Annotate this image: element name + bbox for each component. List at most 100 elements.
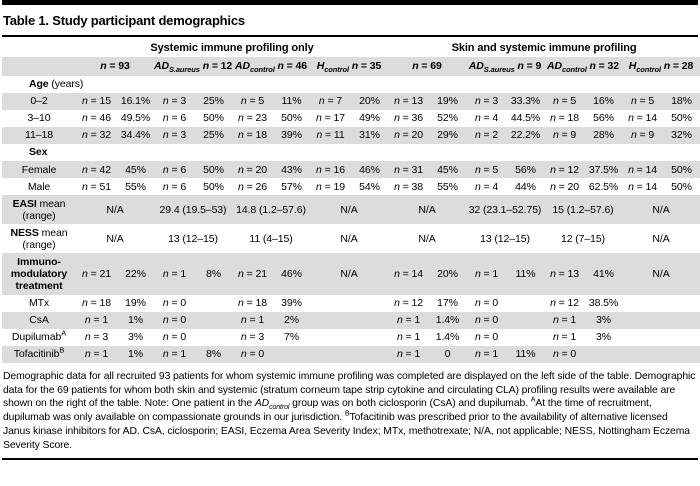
table-row: TofacitinibB n = 1 1% n = 1 8% n = 0 n = 1 0 n =… <box>2 345 700 363</box>
title-rule <box>2 35 698 37</box>
column-header: n = 69 <box>412 60 442 73</box>
table-body: Age (years) 0–2 n = 15 16.1% n = 3 25% n = 5 11… <box>2 76 700 363</box>
cell: n = 12 <box>394 297 423 310</box>
cell: 46% <box>359 163 380 176</box>
cell: 45% <box>437 163 458 176</box>
cell: n = 0 <box>474 297 499 310</box>
cell: n = 23 <box>238 112 267 125</box>
table-title: Table 1. Study participant demographics <box>3 13 245 28</box>
cell: n = 51 <box>82 180 111 193</box>
cell: n = 1 <box>474 267 499 280</box>
cell: 38.5% <box>588 297 619 310</box>
column-header: ADcontrol n = 46 <box>235 60 307 75</box>
cell: 50% <box>281 112 302 125</box>
cell: n = 7 <box>318 95 343 108</box>
cell: N/A <box>652 267 670 280</box>
cell: 45% <box>125 163 146 176</box>
cell: 52% <box>437 112 458 125</box>
row-label: MTx <box>28 297 50 310</box>
cell: n = 20 <box>238 163 267 176</box>
cell: n = 3 <box>84 331 109 344</box>
cell: 46% <box>281 267 302 280</box>
row-label: NESS mean (range) <box>10 226 68 251</box>
cell: n = 1 <box>552 314 577 327</box>
cell: N/A <box>652 232 670 245</box>
cell: n = 1 <box>162 348 187 361</box>
cell: N/A <box>652 203 670 216</box>
cell: n = 0 <box>552 348 577 361</box>
cell: 14.8 (1.2–57.6) <box>236 203 306 216</box>
table-row: EASI mean (range) N/A 29.4 (19.5–53) 14.8 (… <box>2 195 700 225</box>
column-header: Hcontrol n = 28 <box>628 60 694 75</box>
cell: n = 5 <box>552 95 577 108</box>
cell: 17% <box>437 297 458 310</box>
table-row: DupilumabA n = 3 3% n = 0 n = 3 7% n = 1 1.4% n … <box>2 329 700 346</box>
table-row: Immuno-modulatory treatment n = 21 22% n = … <box>2 253 700 295</box>
cell: n = 0 <box>240 348 265 361</box>
cell: n = 42 <box>82 163 111 176</box>
cell: n = 15 <box>82 95 111 108</box>
cell: N/A <box>106 203 124 216</box>
cell: 50% <box>671 163 692 176</box>
row-label: Sex <box>29 146 48 159</box>
row-label: Male <box>27 180 51 193</box>
cell: n = 1 <box>162 267 187 280</box>
cell: 15 (1.2–57.6) <box>552 203 614 216</box>
cell: n = 13 <box>394 95 423 108</box>
cell: n = 5 <box>240 95 265 108</box>
cell: N/A <box>340 267 358 280</box>
cell: n = 11 <box>316 129 345 142</box>
cell <box>507 295 544 312</box>
cell: n = 18 <box>238 297 267 310</box>
cell: 56% <box>515 163 536 176</box>
row-label: Age (years) <box>29 78 84 91</box>
cell <box>195 312 232 329</box>
cell <box>310 346 388 363</box>
cell: n = 16 <box>316 163 345 176</box>
cell: 50% <box>203 163 224 176</box>
cell <box>310 312 388 329</box>
cell: n = 0 <box>162 314 187 327</box>
cell: n = 3 <box>162 95 187 108</box>
cell: 11% <box>515 348 536 361</box>
cell: 44.5% <box>510 112 541 125</box>
cell <box>310 329 388 346</box>
table-row: NESS mean (range) N/A 13 (12–15) 11 (4–15) N… <box>2 224 700 253</box>
top-rule <box>2 0 698 5</box>
table-row: Male n = 51 55% n = 6 50% n = 26 57% n = 19 54% n… <box>2 178 700 195</box>
table-row: MTx n = 18 19% n = 0 n = 18 39% n = 12 17% n = 0… <box>2 295 700 312</box>
footnote-sup: A <box>530 396 536 404</box>
cell <box>507 312 544 329</box>
cell: 1% <box>128 314 143 327</box>
cell: N/A <box>418 203 436 216</box>
cell: 19% <box>437 95 458 108</box>
cell: n = 14 <box>394 267 423 280</box>
cell: 2% <box>284 314 299 327</box>
column-header-row: n = 93 ADS.aureus n = 12 ADcontrol n = 46 H… <box>2 56 700 76</box>
cell: 33.3% <box>510 95 541 108</box>
cell: n = 5 <box>474 163 499 176</box>
cell: 12 (7–15) <box>560 232 606 245</box>
cell: N/A <box>106 232 124 245</box>
cell: 37.5% <box>588 163 619 176</box>
cell: N/A <box>340 232 358 245</box>
cell: 20% <box>359 95 380 108</box>
cell: 7% <box>284 331 299 344</box>
table-row: CsA n = 1 1% n = 0 n = 1 2% n = 1 1.4% n = 0 n = … <box>2 311 700 329</box>
cell: n = 18 <box>238 129 267 142</box>
row-label: Female <box>21 163 57 176</box>
cell: 50% <box>671 180 692 193</box>
row-label: 3–10 <box>27 112 51 125</box>
cell: n = 1 <box>84 348 109 361</box>
row-label: DupilumabA <box>11 328 67 344</box>
cell: 11 (4–15) <box>249 232 293 245</box>
cell: N/A <box>340 203 358 216</box>
cell: 32 (23.1–52.75) <box>468 203 542 216</box>
cell: 22% <box>125 267 146 280</box>
cell: n = 1 <box>552 331 577 344</box>
cell: 11% <box>281 95 302 108</box>
demographics-table: Systemic immune profiling only Skin and … <box>2 39 700 363</box>
cell: 50% <box>671 112 692 125</box>
cell <box>195 295 232 312</box>
cell: 56% <box>593 112 614 125</box>
